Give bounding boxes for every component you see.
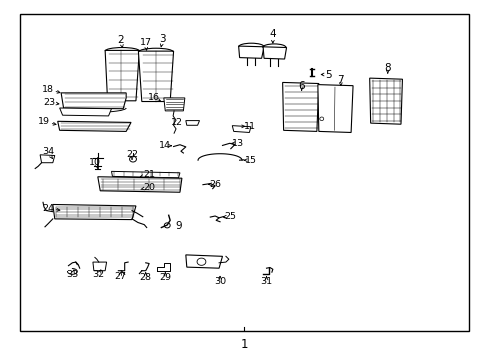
Text: 16: 16 [148, 94, 160, 102]
Polygon shape [317, 85, 352, 132]
Text: 28: 28 [140, 274, 151, 282]
Text: 23: 23 [43, 98, 55, 107]
Polygon shape [238, 46, 264, 58]
Polygon shape [53, 204, 136, 220]
Text: 7: 7 [337, 75, 344, 85]
Text: 34: 34 [42, 148, 54, 156]
Text: 4: 4 [269, 29, 276, 39]
Text: 29: 29 [159, 274, 171, 282]
Text: 22: 22 [126, 150, 138, 159]
Text: 21: 21 [143, 170, 155, 179]
Text: 13: 13 [232, 139, 244, 148]
Text: 12: 12 [171, 118, 183, 127]
Text: 11: 11 [244, 122, 256, 131]
Text: 20: 20 [143, 183, 155, 192]
Text: 3: 3 [159, 33, 166, 44]
Text: 30: 30 [214, 277, 225, 286]
Text: 6: 6 [298, 81, 305, 91]
Text: 31: 31 [260, 277, 272, 286]
Text: 2: 2 [117, 35, 124, 45]
Polygon shape [60, 108, 111, 116]
Polygon shape [61, 93, 126, 109]
Polygon shape [263, 47, 286, 59]
Polygon shape [185, 255, 222, 268]
Polygon shape [93, 262, 106, 271]
Text: 10: 10 [89, 158, 101, 167]
Text: 1: 1 [240, 338, 248, 351]
Text: 32: 32 [93, 270, 104, 279]
Polygon shape [282, 82, 318, 131]
Polygon shape [58, 121, 131, 131]
Text: 24: 24 [42, 204, 54, 213]
Polygon shape [98, 177, 182, 192]
Text: 33: 33 [66, 270, 79, 279]
Text: 25: 25 [224, 212, 235, 221]
Text: 9: 9 [175, 221, 182, 231]
Polygon shape [163, 98, 184, 111]
Text: 14: 14 [159, 141, 171, 150]
Bar [20, 14, 468, 331]
Text: 15: 15 [244, 156, 256, 165]
Text: 5: 5 [325, 69, 331, 80]
Polygon shape [138, 51, 173, 102]
Polygon shape [185, 121, 199, 125]
Text: 27: 27 [114, 272, 125, 281]
Text: 8: 8 [384, 63, 390, 73]
Text: 19: 19 [38, 117, 50, 126]
Text: 18: 18 [42, 85, 54, 94]
Text: 26: 26 [209, 180, 221, 189]
Text: 17: 17 [140, 38, 151, 47]
Polygon shape [369, 78, 402, 124]
Polygon shape [105, 50, 139, 101]
Polygon shape [232, 126, 250, 132]
Polygon shape [40, 155, 55, 163]
Polygon shape [111, 171, 180, 178]
